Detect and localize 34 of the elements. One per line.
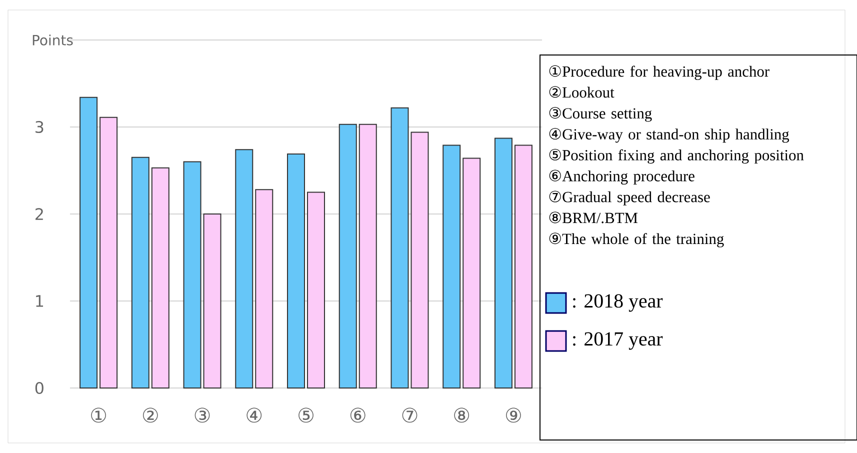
text: Give-way or stand-on ship handling — [562, 128, 790, 143]
x-tick-label: ⑧ — [454, 408, 470, 423]
text: Anchoring procedure — [562, 170, 694, 185]
text: Gradual speed decrease — [562, 191, 710, 206]
y-tick-label: 0 — [35, 382, 44, 394]
category-label: ⑦ — [549, 190, 561, 202]
x-tick-label: ⑨ — [506, 408, 521, 423]
legend-label: : 2017 year — [573, 332, 663, 350]
category-label: ⑨ — [549, 232, 561, 244]
x-tick-label: ① — [91, 408, 106, 423]
x-tick-label: ⑤ — [298, 408, 314, 423]
x-tick-label: ② — [142, 408, 158, 423]
category-label: ① — [549, 65, 561, 77]
text: BRM/.BTM — [562, 212, 638, 224]
x-tick-label: ③ — [194, 408, 210, 423]
x-tick-label: ⑥ — [350, 408, 366, 423]
category-label: ⑥ — [549, 170, 561, 182]
text: Procedure for heaving-up anchor — [562, 66, 770, 80]
category-label: ⑧ — [549, 212, 561, 224]
y-axis-title: Points — [32, 34, 73, 46]
text: Lookout — [562, 86, 614, 98]
legend-label: : 2018 year — [573, 294, 663, 312]
y-tick-label: 2 — [36, 208, 43, 220]
category-label: ⑤ — [549, 148, 561, 160]
x-tick-label: ⑦ — [402, 408, 418, 423]
y-tick-label: 1 — [36, 295, 44, 307]
text: The whole of the training — [562, 233, 724, 248]
category-label: ③ — [549, 107, 561, 119]
category-label: ② — [549, 86, 561, 98]
text: Position fixing and anchoring position — [562, 149, 804, 164]
text: Course setting — [562, 108, 652, 122]
x-tick-label: ④ — [246, 408, 262, 423]
y-tick-label: 3 — [36, 120, 44, 134]
category-label: ④ — [549, 128, 561, 140]
